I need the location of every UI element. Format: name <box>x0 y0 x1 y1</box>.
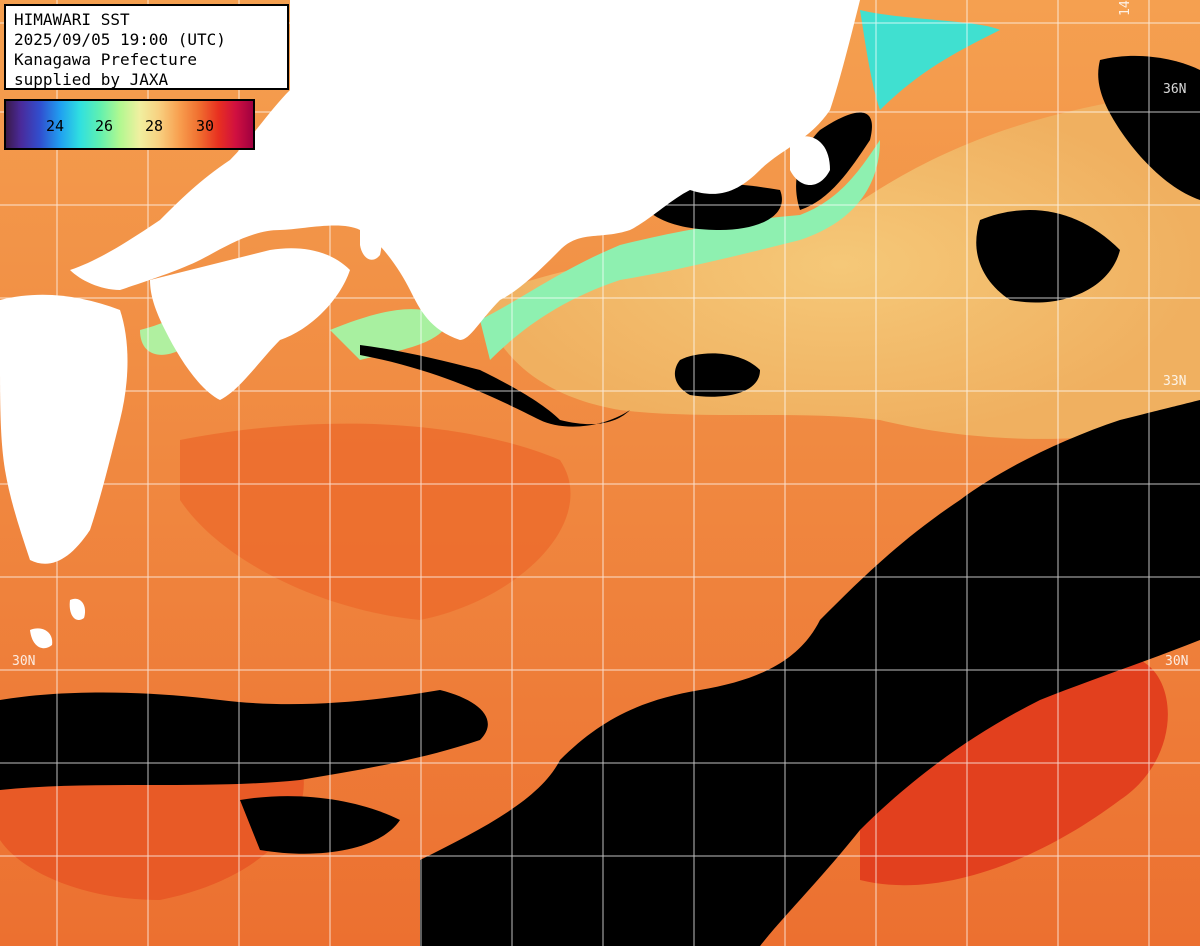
cool-coastal-band <box>480 140 880 360</box>
land-boso <box>790 136 830 185</box>
hot-water-patch <box>860 660 1168 886</box>
lat-label-36n: 36N <box>1163 82 1187 97</box>
cloud-no-data <box>420 400 1200 946</box>
cloud-no-data <box>360 345 630 427</box>
supplier-credit: supplied by JAXA <box>14 70 169 89</box>
land-yakushima <box>69 598 86 620</box>
legend-label-24: 24 <box>46 117 65 135</box>
lat-label-33n: 33N <box>1163 374 1187 389</box>
land-honshu <box>70 0 860 340</box>
timestamp: 2025/09/05 19:00 (UTC) <box>14 30 226 49</box>
prefecture-label: Kanagawa Prefecture <box>14 50 198 69</box>
lon-label-144e: 144E <box>1118 0 1133 16</box>
lat-label-30n-left: 30N <box>12 654 36 669</box>
hot-water-patch <box>180 423 571 620</box>
cloud-no-data <box>976 210 1120 303</box>
header-info-box: HIMAWARI SST 2025/09/05 19:00 (UTC) Kana… <box>4 4 289 90</box>
land-shikoku <box>150 248 350 400</box>
land-kyushu <box>0 294 128 564</box>
legend-label-30: 30 <box>196 117 215 135</box>
cool-coastal-band <box>860 10 1000 110</box>
land-awaji <box>360 228 382 260</box>
cloud-no-data <box>674 353 760 397</box>
legend-label-26: 26 <box>95 117 114 135</box>
cloud-no-data <box>796 112 872 210</box>
cloud-no-data <box>0 690 488 790</box>
legend-label-28: 28 <box>145 117 164 135</box>
cloud-no-data <box>240 796 400 854</box>
lat-label-30n-right: 30N <box>1165 654 1189 669</box>
land-tanegashima <box>30 628 53 649</box>
mild-water-region <box>480 90 1200 439</box>
land-honshu-bay <box>407 34 500 150</box>
land-izu-island <box>559 198 576 217</box>
product-title: HIMAWARI SST <box>14 10 130 29</box>
temperature-color-legend: 24 26 28 30 <box>4 99 255 150</box>
cloud-no-data <box>540 789 840 946</box>
